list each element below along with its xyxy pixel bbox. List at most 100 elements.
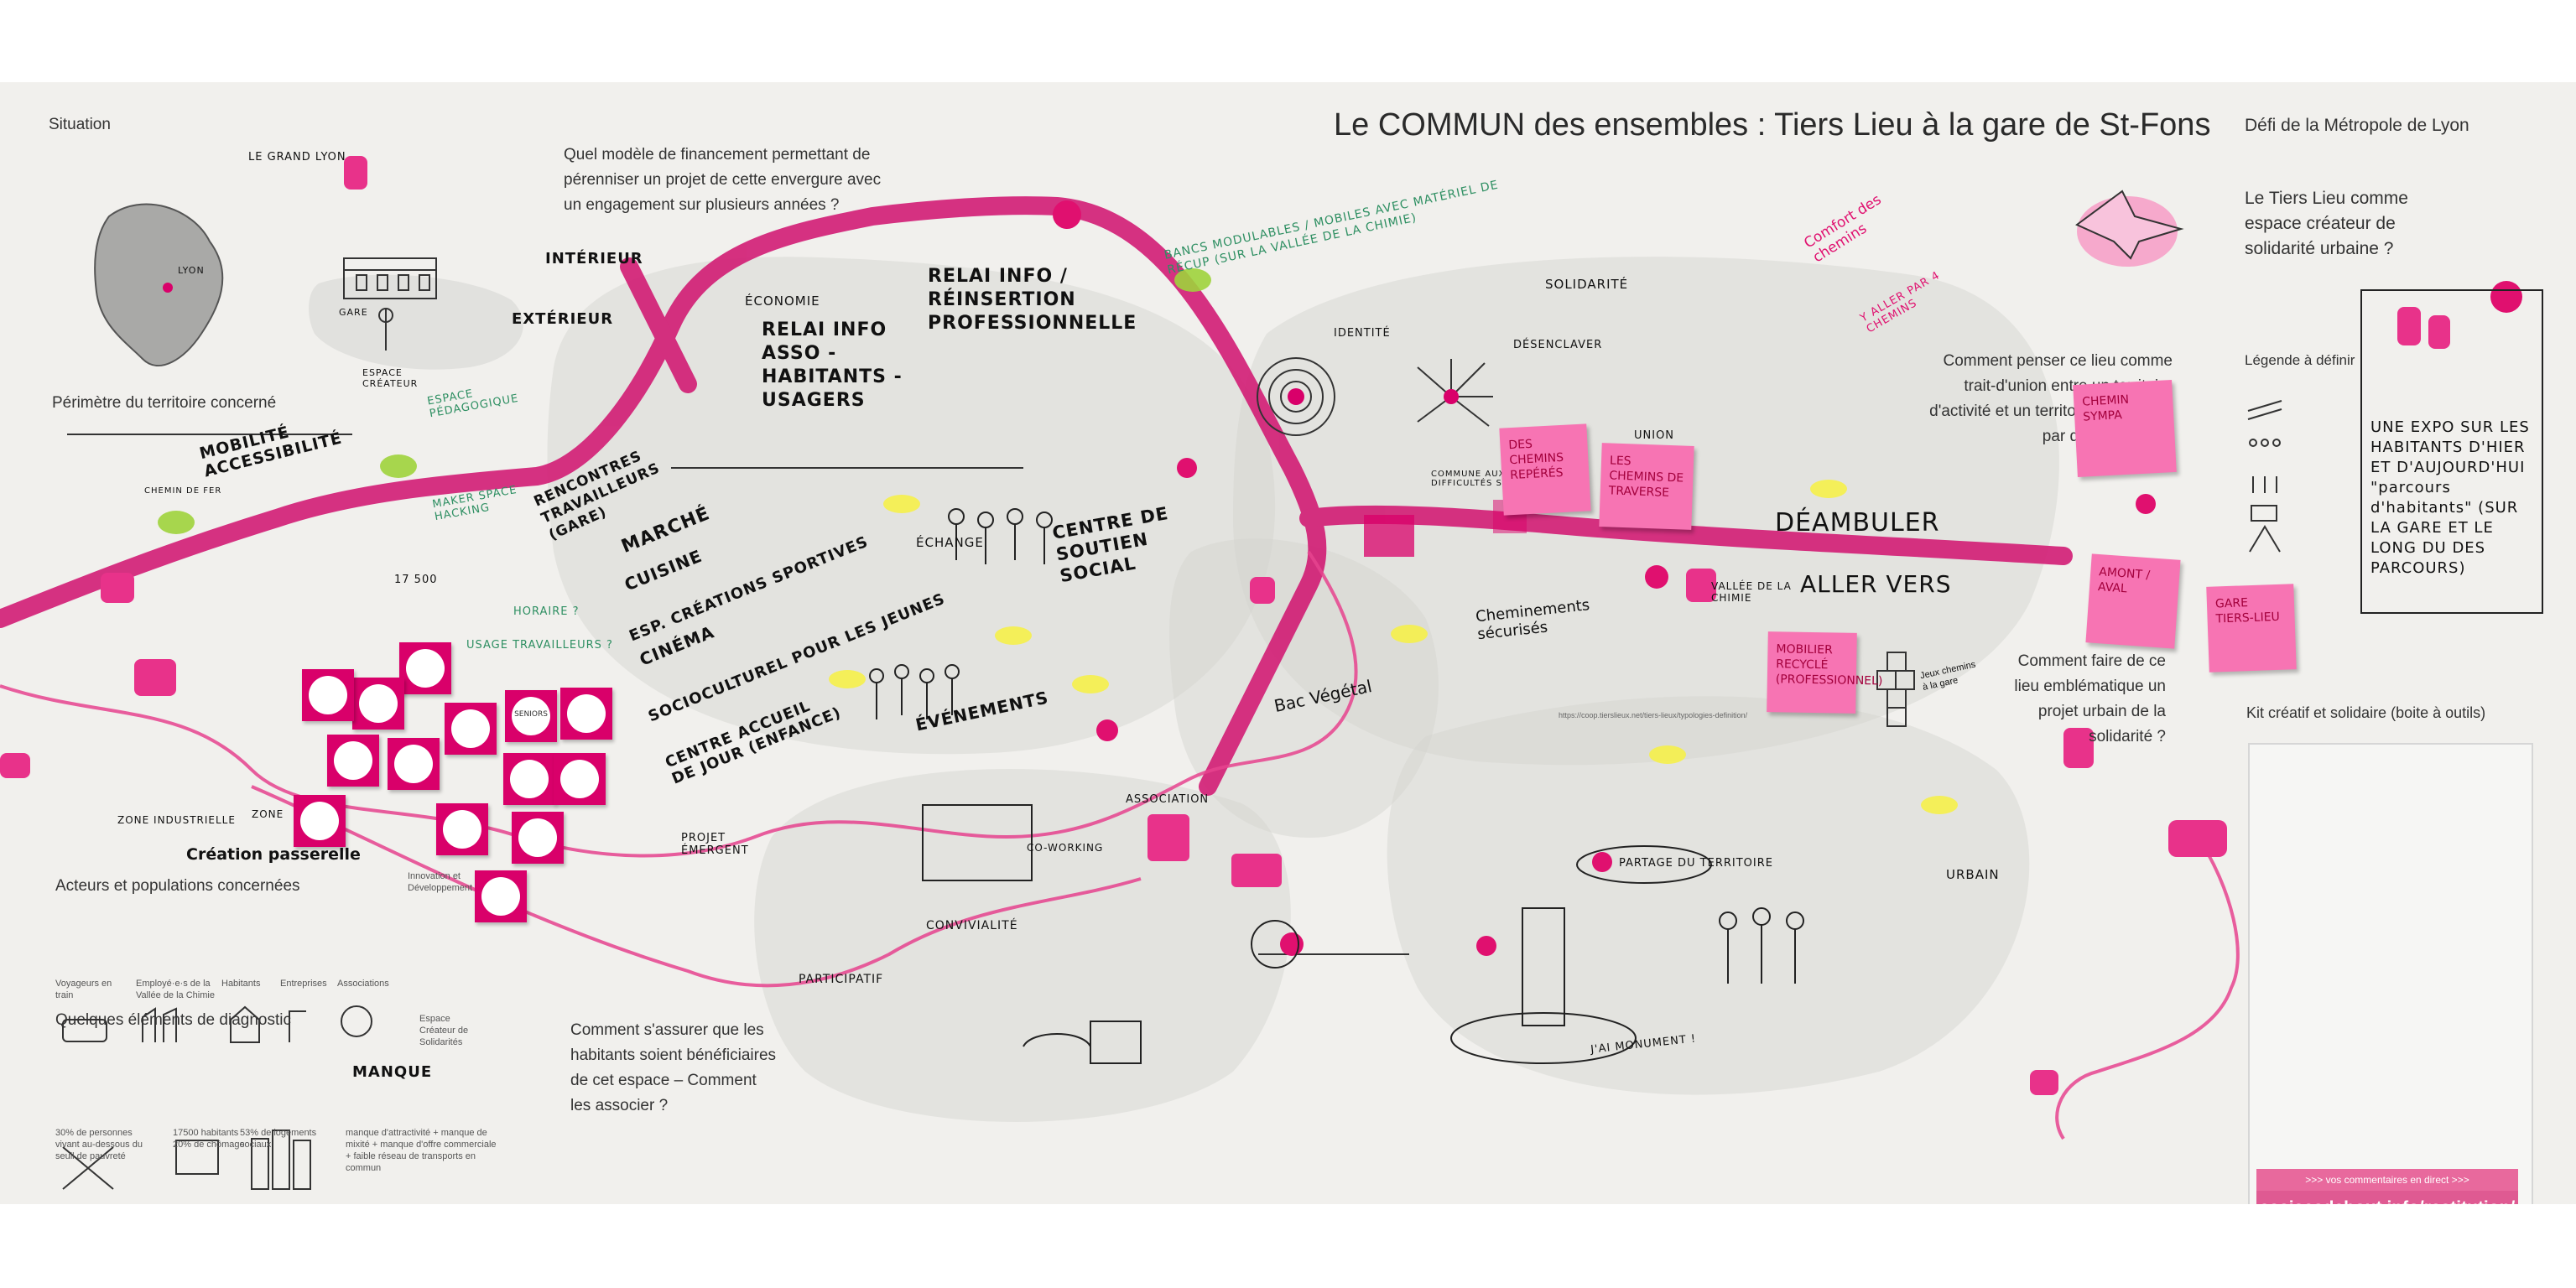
comments-banner-top: >>> vos commentaires en direct >>> [2256, 1169, 2518, 1191]
chemin-de-fer-label: CHEMIN DE FER [144, 486, 222, 496]
zone-label: ZONE [252, 808, 284, 820]
question-financement: Quel modèle de financement permettant de… [564, 146, 882, 214]
sticky-chemins-reperes: Des chemins repérés [1499, 423, 1591, 516]
card [554, 753, 606, 805]
espace-createur-solidarite: Espace Créateur de Solidarités [419, 1014, 469, 1047]
figurine [134, 659, 176, 696]
acteur-voyageurs: Voyageurs en train [55, 979, 112, 1000]
sticky-mobilier-recycle: Mobilier recyclé (professionnel) [1767, 631, 1883, 714]
zone-urbain-label: URBAIN [1946, 867, 2000, 882]
pink-dot [1645, 565, 1668, 589]
question-habitants: Comment s'assurer que les habitants soie… [570, 1021, 777, 1114]
card [475, 870, 527, 922]
card [399, 642, 451, 694]
zone-association-label: ASSOCIATION [1126, 793, 1210, 806]
identity-target [1257, 357, 1335, 436]
card [352, 678, 404, 730]
figurine [1250, 577, 1275, 604]
acteur-employes: Employé·e·s de la Vallée de la Chimie [136, 979, 215, 1000]
identity-dot [1288, 388, 1304, 405]
zone-vallee-chimie-label: VALLÉE DE LA CHIMIE [1711, 580, 1792, 604]
figurine-block [1147, 814, 1189, 861]
legend-symbols [2247, 400, 2282, 553]
espace-createur-label: ESPACE CRÉATEUR [362, 367, 419, 389]
card [512, 812, 564, 864]
zone-economie-label: ÉCONOMIE [745, 293, 820, 309]
candy [883, 495, 920, 513]
figurine [2428, 315, 2450, 349]
card [302, 669, 354, 721]
station-sketch [343, 257, 437, 351]
exterieur-label: EXTÉRIEUR [512, 310, 614, 328]
pink-square [1364, 515, 1414, 557]
candy [1072, 675, 1109, 693]
candy-green [380, 454, 417, 478]
zone-gare-blob [309, 274, 523, 370]
card [445, 703, 497, 755]
diagnostic-title: Quelques éléments de diagnostic [55, 1011, 291, 1029]
pink-dot [1096, 719, 1118, 741]
note-aller-vers: ALLER VERS [1800, 570, 1952, 598]
question-tiers-lieu: Le Tiers Lieu comme espace créateur de s… [2245, 189, 2408, 258]
figurine [344, 156, 367, 190]
diagnostic-habitants: 17500 habitants 20% de chômage [173, 1128, 245, 1150]
pink-dot [1280, 932, 1304, 956]
defi-label: Défi de la Métropole de Lyon [2245, 116, 2469, 135]
zone-echange-label: ÉCHANGE [916, 535, 984, 550]
candy [1391, 625, 1428, 643]
candy [829, 670, 866, 688]
diagnostic-logements: 53% de logements sociaux [240, 1128, 317, 1150]
lyon-label: LYON [178, 265, 205, 276]
innovation-label: Innovation et Développement [408, 871, 473, 893]
zone-identite-label: IDENTITÉ [1334, 327, 1391, 340]
comments-banner-link[interactable]: assisesdebout.info/restitution/ [2256, 1191, 2518, 1204]
kit-box [2248, 743, 2533, 1204]
card [503, 753, 555, 805]
string-right-tail [2055, 835, 2240, 1140]
lyon-map [94, 203, 224, 367]
board: Le COMMUN des ensembles : Tiers Lieu à l… [0, 82, 2576, 1204]
sticky-amont-aval: Amont / aval [2085, 553, 2181, 649]
legend-title: Légende à définir [2245, 352, 2355, 368]
card-seniors-label: SENIORS [514, 710, 548, 719]
zone-desenclaver-label: DÉSENCLAVER [1513, 339, 1603, 351]
candy-green [158, 511, 195, 534]
note-expo: UNE EXPO SUR LES HABITANTS D'HIER ET D'A… [2370, 418, 2530, 577]
card [294, 795, 346, 847]
note-url: https://coop.tierslieux.net/tiers-lieux/… [1559, 711, 1748, 719]
card [436, 803, 488, 855]
diagnostic-manque: manque d'attractivité + manque de mixité… [346, 1128, 497, 1173]
note-deambuler: DÉAMBULER [1775, 508, 1940, 538]
candy [1921, 796, 1958, 814]
question-emblematique: Comment faire de ce lieu emblématique un… [2014, 652, 2166, 745]
zone-coworking-label: CO-WORKING [1027, 842, 1104, 854]
zone-union-label: UNION [1634, 429, 1675, 442]
lyon-marker [163, 283, 173, 293]
note-usage-travailleurs: USAGE TRAVAILLEURS ? [466, 639, 613, 652]
expo-frame [2360, 289, 2543, 614]
note-relai-reinsertion: RELAI INFO / RÉINSERTION PROFESSIONNELLE [928, 266, 1137, 334]
acteur-associations: Associations [337, 979, 389, 989]
acteurs-icons [62, 1005, 372, 1043]
acteurs-title: Acteurs et populations concernées [55, 877, 300, 895]
kit-title: Kit créatif et solidaire (boite à outils… [2246, 704, 2486, 721]
figurine [2030, 1070, 2058, 1095]
zone-urbain-blob [1387, 696, 2030, 1095]
candy [1649, 745, 1686, 764]
zone-participatif-label: PARTICIPATIF [799, 973, 884, 986]
card-seniors: SENIORS [505, 690, 557, 742]
figurine-block [1231, 854, 1282, 887]
hopscotch-sketch [1876, 652, 1915, 727]
acteur-habitants: Habitants [221, 979, 261, 989]
gare-label: GARE [339, 307, 368, 318]
candy [995, 626, 1032, 645]
figurine [101, 573, 134, 603]
manque-label: MANQUE [352, 1063, 433, 1081]
pink-dot [2490, 281, 2522, 313]
sticky-chemins-traverse: Les chemins de traverse [1599, 443, 1694, 530]
zone-projet-emergent-label: PROJET ÉMERGENT [681, 832, 749, 857]
ribbon-left-diagonal [620, 257, 697, 393]
figurine [1686, 569, 1716, 602]
diagnostic-pauvrete: 30% de personnes vivant au-dessous du se… [55, 1128, 143, 1161]
note-relai-info: RELAI INFO ASSO - HABITANTS - USAGERS [762, 319, 903, 411]
